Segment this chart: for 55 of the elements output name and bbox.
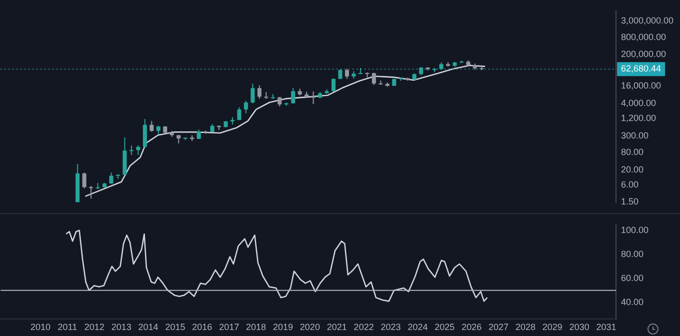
x-tick-label: 2013 — [111, 322, 132, 332]
x-tick-label: 2010 — [30, 322, 51, 332]
candlestick — [291, 87, 296, 104]
candlestick — [109, 172, 114, 184]
x-tick-label: 2019 — [272, 322, 294, 332]
x-tick-label: 2022 — [354, 322, 374, 332]
y-tick-label: 40.00 — [621, 296, 644, 307]
ref-line-label: 62,680.44 — [621, 64, 662, 74]
x-tick-label: 2027 — [488, 322, 509, 332]
x-tick-label: 2012 — [84, 322, 104, 332]
y-tick-label: 6.00 — [621, 179, 639, 190]
y-tick-label: 16,000.00 — [621, 80, 662, 91]
y-tick-label: 300.00 — [621, 130, 649, 140]
x-tick-label: 2015 — [165, 322, 186, 332]
x-tick-label: 2029 — [542, 322, 562, 332]
x-tick-label: 2024 — [408, 322, 428, 332]
x-tick-label: 2011 — [58, 322, 78, 332]
candlestick — [142, 118, 147, 148]
candlestick — [89, 185, 94, 200]
y-tick-label: 1.50 — [621, 196, 639, 207]
x-tick-label: 2031 — [596, 322, 616, 332]
candlestick — [372, 72, 376, 86]
candlestick — [82, 172, 86, 189]
x-tick-label: 2023 — [380, 322, 401, 332]
x-tick-label: 2020 — [300, 322, 320, 332]
candlestick — [331, 78, 336, 92]
y-tick-label: 60.00 — [621, 272, 644, 283]
candlestick — [244, 100, 248, 114]
y-tick-label: 200,000.00 — [621, 49, 666, 60]
candlestick — [237, 106, 242, 121]
y-tick-label: 1,200.00 — [621, 113, 656, 124]
x-tick-label: 2028 — [515, 322, 536, 332]
candlestick — [150, 120, 154, 132]
y-tick-label: 800,000.00 — [621, 32, 666, 42]
x-tick-label: 2016 — [192, 322, 212, 332]
x-tick-label: 2021 — [326, 322, 347, 332]
y-tick-label: 4,000.00 — [621, 98, 656, 108]
x-tick-label: 2018 — [246, 322, 266, 332]
candlestick — [278, 96, 282, 108]
x-tick-label: 2017 — [219, 322, 240, 332]
candlestick — [344, 68, 350, 80]
y-tick-label: 3,000,000.00 — [621, 15, 674, 26]
x-tick-label: 2030 — [569, 322, 590, 332]
y-tick-label: 100.00 — [621, 224, 649, 235]
y-tick-label: 20.00 — [621, 164, 644, 174]
candlestick — [311, 91, 316, 105]
y-tick-label: 80.00 — [621, 248, 644, 259]
candlestick — [129, 144, 134, 156]
x-tick-label: 2014 — [138, 322, 158, 332]
candlestick — [250, 83, 255, 104]
candlestick — [136, 144, 140, 156]
candlestick — [257, 84, 262, 100]
x-tick-label: 2025 — [434, 322, 455, 332]
x-tick-label: 2026 — [462, 322, 482, 332]
y-tick-label: 80.00 — [621, 146, 644, 157]
